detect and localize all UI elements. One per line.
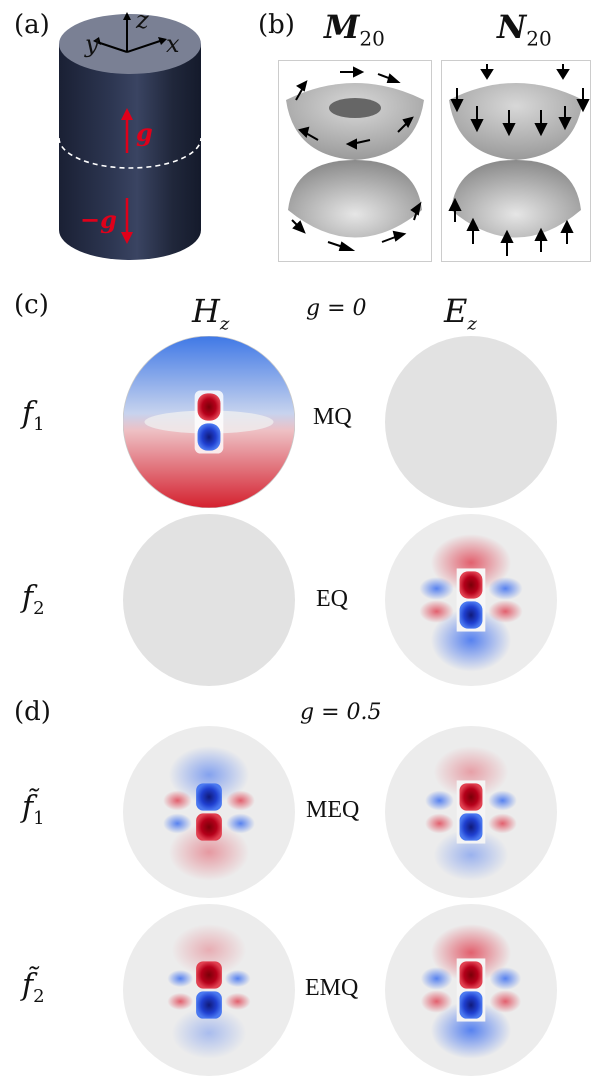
axis-x-label: x (166, 30, 180, 58)
n20-shape-panel (441, 60, 591, 262)
panel-d-label: (d) (14, 697, 51, 727)
axis-y-label: y (85, 30, 99, 58)
panel-a-label: (a) (14, 10, 50, 40)
field-map-ez-f2 (385, 514, 557, 686)
row-label-f1: f1 (22, 396, 45, 435)
field-map-hz-f1 (123, 336, 295, 508)
m20-shape-panel (278, 60, 432, 262)
field-map-ez-f2-tilde (385, 904, 557, 1076)
axis-z-label: z (136, 6, 149, 34)
g-down-label: −g (80, 205, 117, 234)
mode-label-mq: MQ (313, 404, 352, 430)
row-label-f2-tilde: f̃2 (22, 968, 45, 1007)
panel-b-label: (b) (258, 10, 295, 40)
m20-upper-lobe (286, 83, 424, 160)
n20-upper-lobe (449, 83, 583, 160)
mode-label-eq: EQ (316, 586, 348, 612)
m20-title: M20 (324, 8, 385, 51)
field-map-ez-f1 (385, 336, 557, 508)
cylinder-body (59, 44, 201, 260)
m20-lower-lobe (288, 160, 422, 238)
n20-lower-lobe (451, 160, 581, 238)
g-up-label: g (136, 118, 153, 147)
mode-label-emq: EMQ (305, 975, 359, 1001)
panel-c-label: (c) (14, 290, 49, 320)
column-header-hz: Hz (192, 292, 230, 335)
g-zero-label: g = 0 (306, 296, 367, 321)
field-map-hz-f2-tilde (123, 904, 295, 1076)
cylinder-diagram (58, 12, 202, 260)
column-header-ez: Ez (444, 292, 477, 335)
mode-label-meq: MEQ (306, 797, 360, 823)
cylinder-top (59, 14, 201, 74)
g-half-label: g = 0.5 (300, 700, 382, 725)
field-map-ez-f1-tilde (385, 726, 557, 898)
n20-title: N20 (497, 8, 552, 51)
interface-dashed-line (58, 137, 202, 169)
field-map-hz-f2 (123, 514, 295, 686)
row-label-f1-tilde: f̃1 (22, 790, 45, 829)
row-label-f2: f2 (22, 580, 45, 619)
field-map-hz-f1-tilde (123, 726, 295, 898)
